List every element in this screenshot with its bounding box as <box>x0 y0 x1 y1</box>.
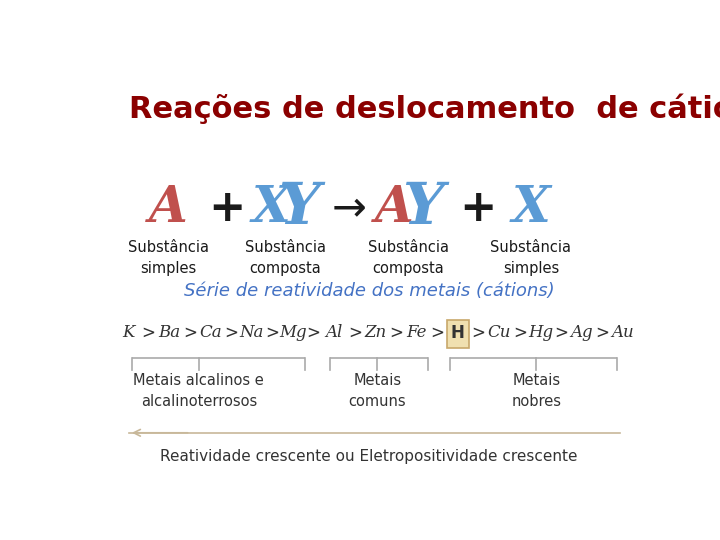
FancyBboxPatch shape <box>446 320 469 348</box>
Text: >: > <box>513 324 527 342</box>
Text: X: X <box>511 184 550 233</box>
Text: Zn: Zn <box>364 325 387 341</box>
Text: X: X <box>252 184 291 233</box>
Text: >: > <box>431 324 444 342</box>
Text: K: K <box>122 325 134 341</box>
Text: Substância
simples: Substância simples <box>127 240 209 276</box>
Text: Mg: Mg <box>279 325 307 341</box>
Text: >: > <box>142 324 156 342</box>
Text: >: > <box>595 324 609 342</box>
Text: >: > <box>307 324 320 342</box>
Text: A: A <box>149 184 187 233</box>
Text: Metais
nobres: Metais nobres <box>511 373 562 409</box>
Text: Substância
simples: Substância simples <box>490 240 572 276</box>
Text: >: > <box>224 324 238 342</box>
Text: +: + <box>459 187 497 230</box>
Text: A: A <box>374 184 413 233</box>
Text: >: > <box>389 324 403 342</box>
Text: Metais
comuns: Metais comuns <box>348 373 406 409</box>
Text: >: > <box>472 324 485 342</box>
Text: Na: Na <box>240 325 264 341</box>
Text: +: + <box>208 187 246 230</box>
Text: >: > <box>348 324 361 342</box>
Text: Y: Y <box>402 180 444 237</box>
Text: Cu: Cu <box>487 325 511 341</box>
Text: Fe: Fe <box>406 325 427 341</box>
Text: Au: Au <box>611 325 634 341</box>
Text: Ba: Ba <box>158 325 180 341</box>
Text: Reatividade crescente ou Eletropositividade crescente: Reatividade crescente ou Eletropositivid… <box>161 449 577 464</box>
Text: Ag: Ag <box>570 325 593 341</box>
Text: Ca: Ca <box>199 325 222 341</box>
Text: Substância
composta: Substância composta <box>368 240 449 276</box>
Text: Série de reatividade dos metais (cátions): Série de reatividade dos metais (cátions… <box>184 282 554 300</box>
Text: >: > <box>554 324 568 342</box>
Text: >: > <box>265 324 279 342</box>
Text: Reações de deslocamento  de cátion: Reações de deslocamento de cátion <box>129 94 720 124</box>
Text: H: H <box>451 324 465 342</box>
Text: →: → <box>332 187 367 230</box>
Text: Hg: Hg <box>528 325 553 341</box>
Text: Metais alcalinos e
alcalinoterrosos: Metais alcalinos e alcalinoterrosos <box>133 373 264 409</box>
Text: Substância
composta: Substância composta <box>245 240 325 276</box>
Text: Al: Al <box>325 325 343 341</box>
Text: >: > <box>183 324 197 342</box>
Text: Y: Y <box>279 180 320 237</box>
